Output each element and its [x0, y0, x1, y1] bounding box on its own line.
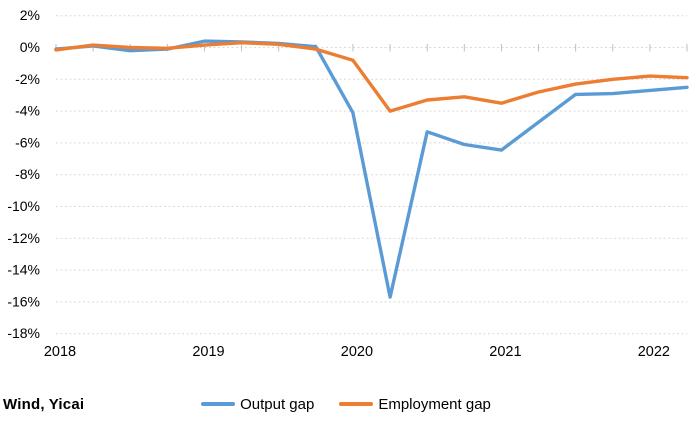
legend-item-output-gap: Output gap — [201, 396, 314, 413]
output-gap-line-swatch — [201, 401, 236, 407]
x-axis-year-label: 2019 — [192, 344, 224, 360]
x-axis-year-label: 2022 — [638, 344, 670, 360]
x-axis-year-label: 2021 — [489, 344, 521, 360]
y-axis-tick-label: -10% — [7, 198, 40, 214]
legend: Output gap Employment gap — [0, 391, 692, 417]
y-axis-tick-label: -4% — [15, 103, 40, 119]
y-axis-tick-label: -2% — [15, 71, 40, 87]
y-axis-tick-label: -18% — [7, 325, 40, 341]
legend-item-employment-gap: Employment gap — [339, 396, 491, 413]
employment-gap-line-swatch — [339, 401, 374, 407]
chart-footer: Wind, Yicai Output gap Employment gap — [0, 391, 692, 417]
y-axis-tick-label: -14% — [7, 262, 40, 278]
y-axis-tick-label: -12% — [7, 230, 40, 246]
y-axis-tick-label: -6% — [15, 134, 40, 150]
line-chart-canvas: 2% 0% -2% -4% -6% -8% -10% -12% -14% -16% -18%2018… — [7, 7, 689, 360]
employment-gap-line — [54, 41, 689, 113]
x-axis-year-label: 2020 — [341, 344, 373, 360]
y-axis-tick-label: -16% — [7, 293, 40, 309]
x-axis-year-label: 2018 — [44, 344, 76, 360]
source-label: Wind, Yicai — [3, 396, 85, 413]
y-axis-tick-label: 0% — [20, 39, 40, 55]
y-axis-tick-label: 2% — [20, 7, 40, 23]
legend-label-employment-gap: Employment gap — [378, 395, 491, 413]
y-axis-tick-label: -8% — [15, 166, 40, 182]
legend-label-output-gap: Output gap — [240, 395, 315, 413]
